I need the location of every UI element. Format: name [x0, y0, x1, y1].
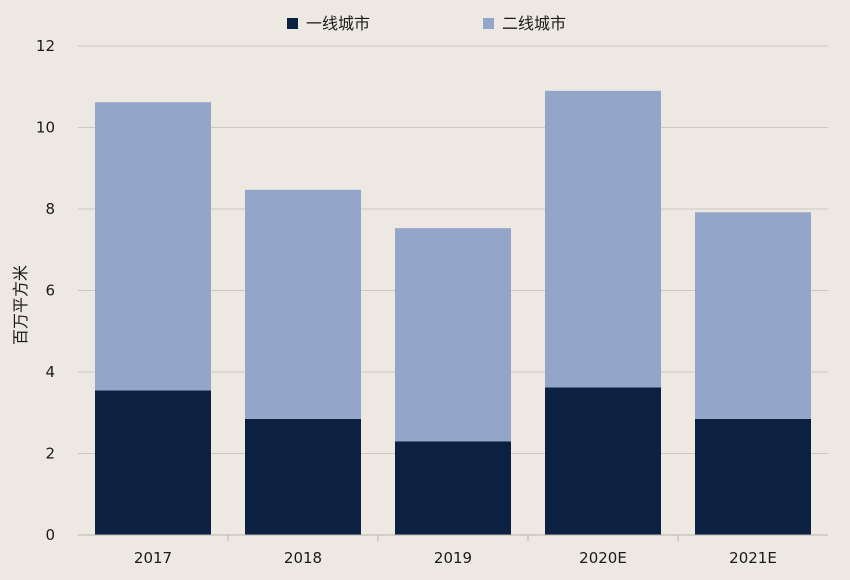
bar-2018-series-0 [245, 418, 361, 535]
legend-swatch [287, 18, 298, 29]
bar-2017-series-0 [95, 390, 211, 535]
y-tick-label: 12 [36, 37, 55, 55]
bar-2020E-series-0 [545, 387, 661, 535]
y-tick-label: 8 [45, 200, 55, 218]
x-tick-label: 2018 [284, 549, 322, 567]
bar-2018-series-1 [245, 189, 361, 419]
y-tick-label: 0 [45, 526, 55, 544]
bar-2020E-series-1 [545, 90, 661, 388]
x-tick-label: 2019 [434, 549, 472, 567]
legend-label: 一线城市 [306, 14, 370, 33]
bar-2017-series-1 [95, 102, 211, 391]
legend-swatch [483, 18, 494, 29]
x-axis-ticks: 2017 2018 2019 2020E 2021E [134, 535, 777, 567]
legend: 一线城市 二线城市 [287, 14, 566, 33]
y-tick-label: 10 [36, 119, 55, 137]
x-tick-label: 2020E [579, 549, 627, 567]
legend-label: 二线城市 [502, 14, 566, 33]
y-axis-ticks: 0 2 4 6 8 10 12 [36, 37, 55, 544]
y-axis-label: 百万平方米 [11, 265, 30, 345]
bars [95, 90, 811, 535]
y-tick-label: 4 [45, 363, 55, 381]
bar-2019-series-0 [395, 441, 511, 535]
bar-2021E-series-1 [695, 212, 811, 419]
y-tick-label: 2 [45, 445, 55, 463]
y-tick-label: 6 [45, 282, 55, 300]
x-tick-label: 2021E [729, 549, 777, 567]
bar-2021E-series-0 [695, 418, 811, 535]
x-tick-label: 2017 [134, 549, 172, 567]
bar-2019-series-1 [395, 228, 511, 442]
